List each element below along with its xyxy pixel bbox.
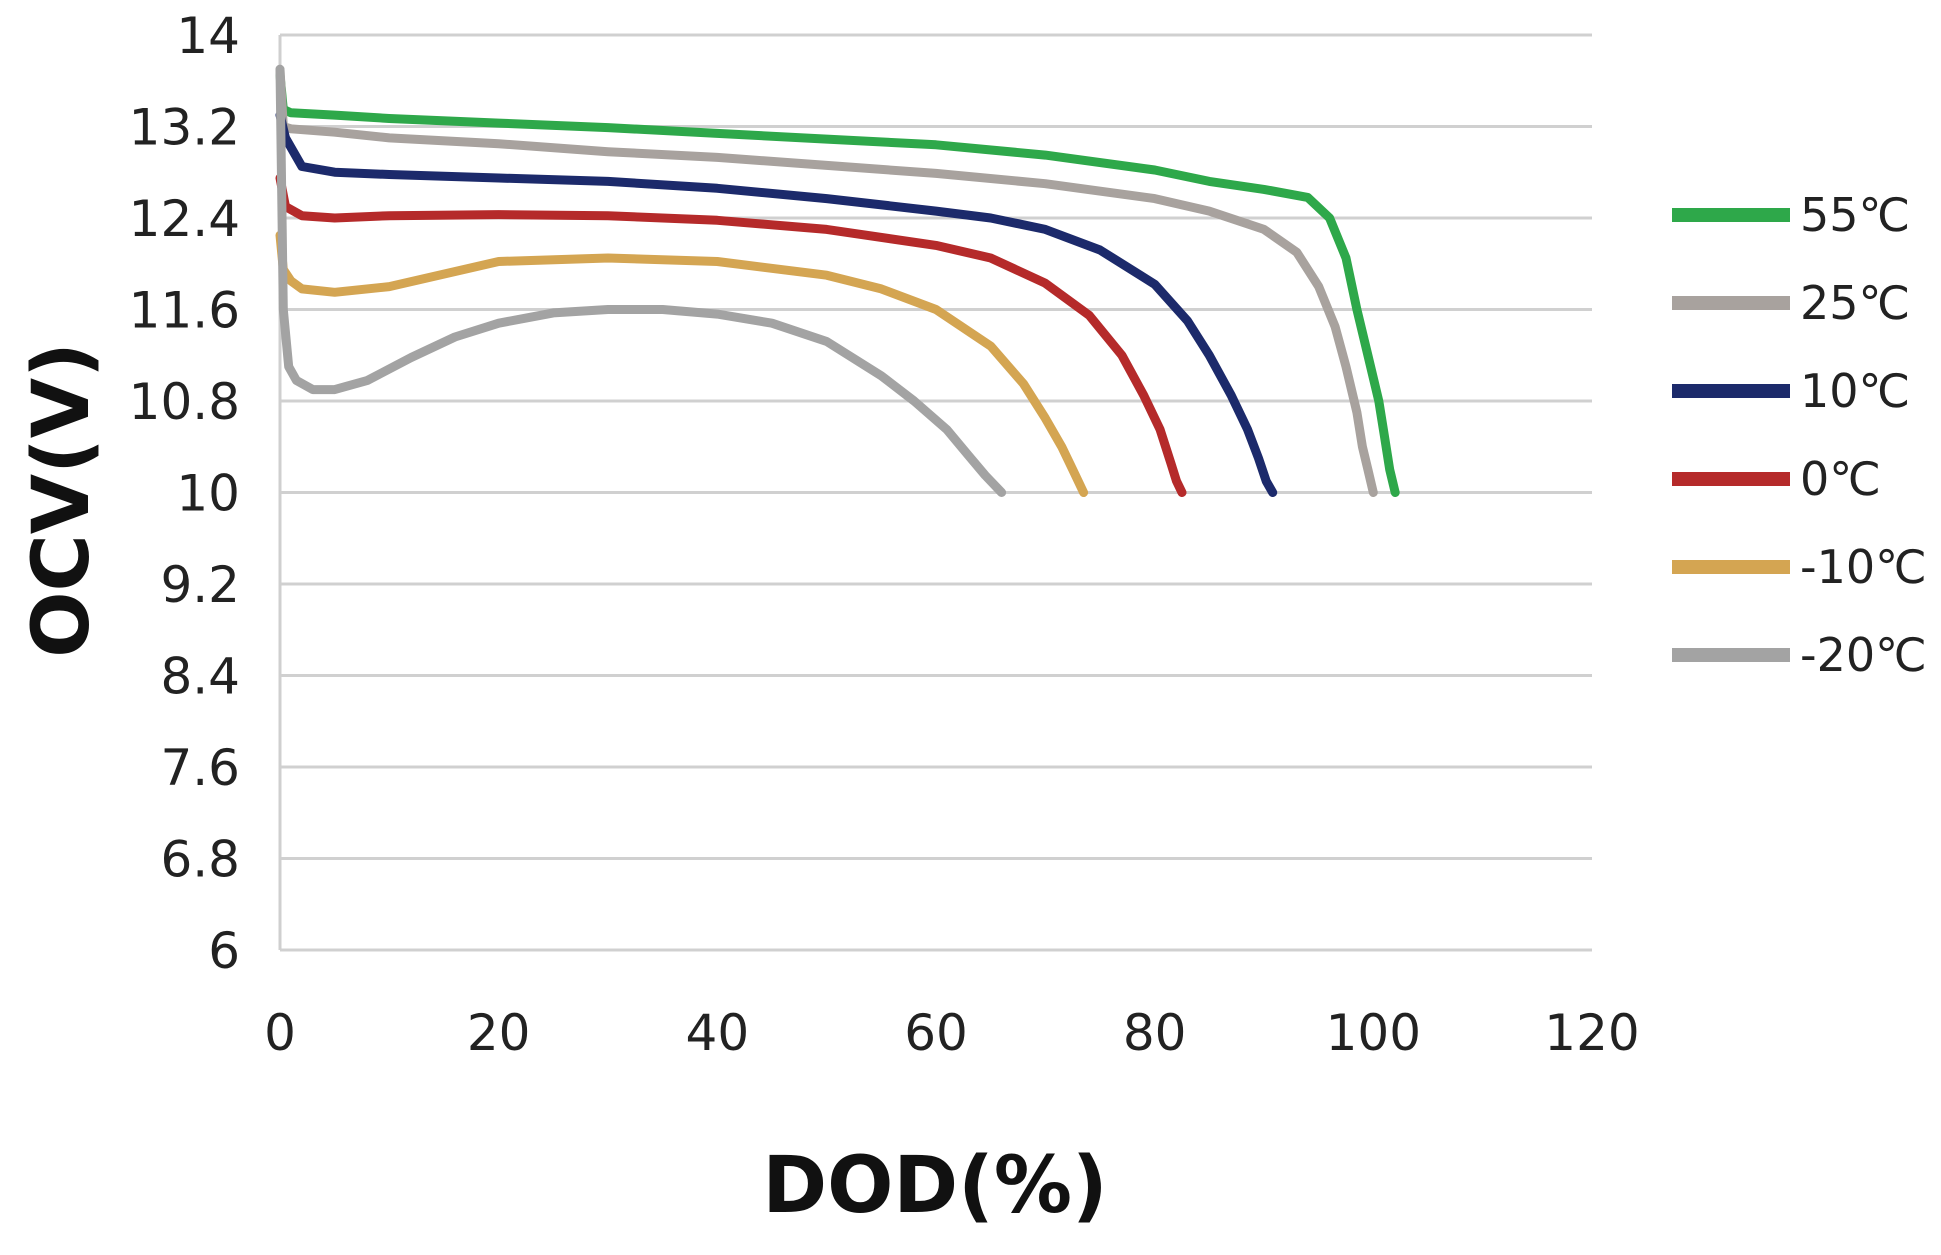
legend-label: -20℃ <box>1800 628 1927 682</box>
y-tick-label: 8.4 <box>160 648 240 706</box>
legend-item: 25℃ <box>1672 276 1910 330</box>
y-tick-label: 6.8 <box>160 831 240 889</box>
y-tick-label: 10.8 <box>129 373 240 431</box>
x-axis-title: DOD(%) <box>762 1141 1107 1231</box>
legend-label: -10℃ <box>1800 540 1927 594</box>
tick-labels: 6 6.8 7.6 8.4 9.2 10 10.8 11.6 12.4 13.2 14 0 20 40 60… <box>129 7 1640 1062</box>
y-tick-label: 12.4 <box>129 190 240 248</box>
legend-label: 0℃ <box>1800 452 1881 506</box>
y-tick-label: 10 <box>176 465 240 523</box>
x-tick-label: 20 <box>467 1004 531 1062</box>
y-tick-label: 11.6 <box>129 282 240 340</box>
legend-label: 25℃ <box>1800 276 1910 330</box>
y-tick-label: 13.2 <box>129 99 240 157</box>
legend-item: -20℃ <box>1672 628 1927 682</box>
x-tick-label: 40 <box>686 1004 750 1062</box>
series-line-0 <box>275 70 1400 497</box>
series-line-3 <box>275 173 1187 497</box>
legend-item: 0℃ <box>1672 452 1881 506</box>
legend: 55℃ 25℃ 10℃ 0℃ -10℃ -20℃ <box>1672 188 1927 682</box>
series-line-2 <box>275 110 1278 497</box>
grid-lines <box>280 33 1592 952</box>
y-tick-label: 6 <box>208 922 240 980</box>
y-axis-title: OCV(V) <box>17 342 107 658</box>
x-tick-label: 120 <box>1544 1004 1639 1062</box>
legend-item: 55℃ <box>1672 188 1910 242</box>
x-tick-label: 100 <box>1326 1004 1421 1062</box>
series-line-5 <box>275 64 1007 497</box>
y-tick-label: 9.2 <box>160 556 240 614</box>
series-line-4 <box>275 230 1089 497</box>
x-tick-label: 60 <box>904 1004 968 1062</box>
legend-item: -10℃ <box>1672 540 1927 594</box>
x-tick-label: 0 <box>264 1004 296 1062</box>
y-tick-label: 14 <box>176 7 240 65</box>
x-tick-label: 80 <box>1123 1004 1187 1062</box>
series-lines <box>275 64 1400 497</box>
legend-item: 10℃ <box>1672 364 1910 418</box>
legend-label: 10℃ <box>1800 364 1910 418</box>
series-line-1 <box>275 64 1378 497</box>
y-tick-label: 7.6 <box>160 739 240 797</box>
legend-label: 55℃ <box>1800 188 1910 242</box>
